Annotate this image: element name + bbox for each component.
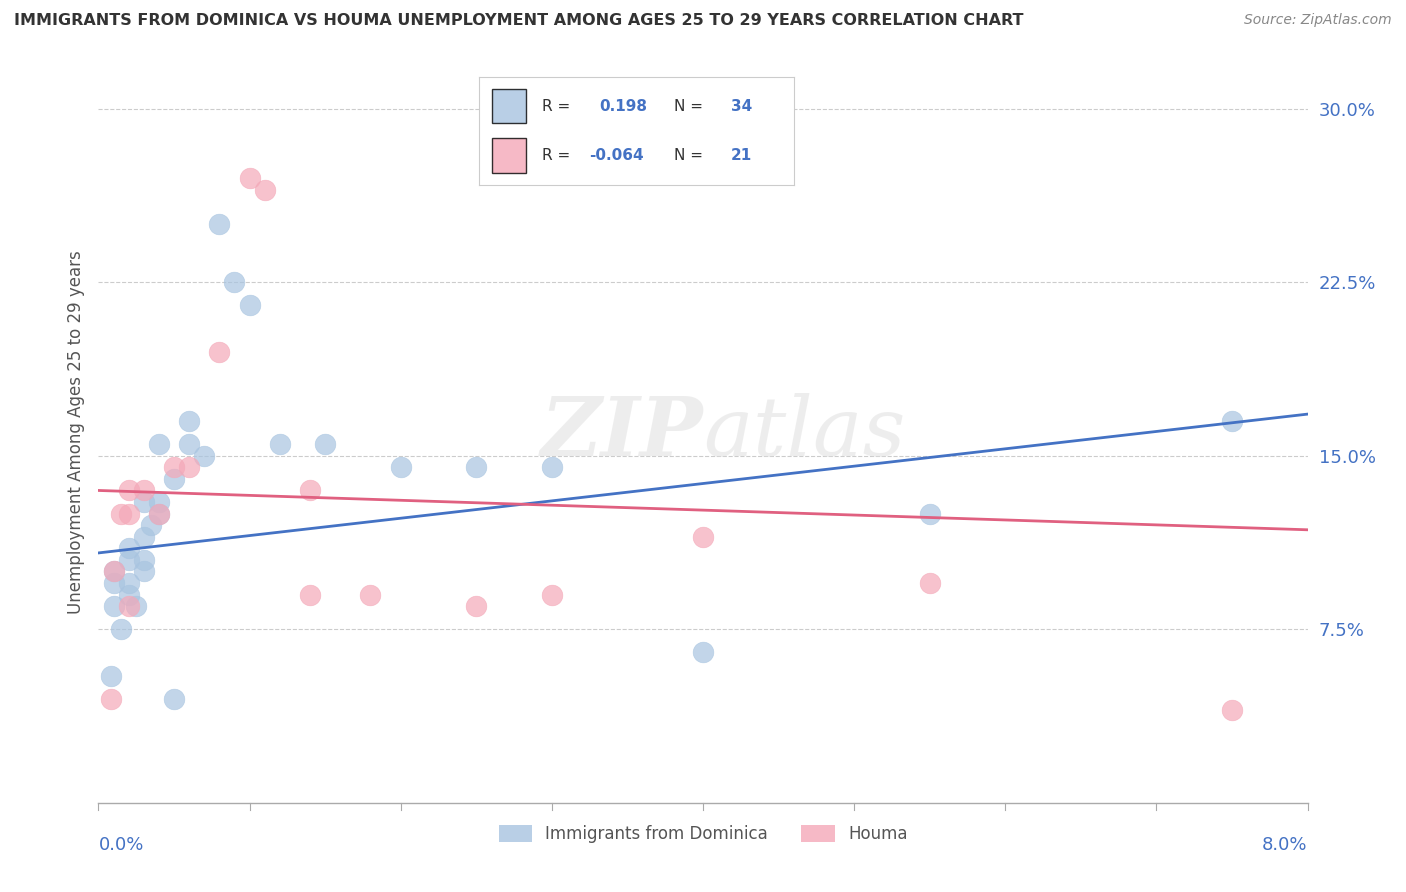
Point [269, 437, 291, 451]
Point [141, 518, 163, 533]
Point [692, 645, 714, 659]
Point [918, 576, 941, 591]
Point [118, 483, 141, 498]
Point [918, 507, 941, 521]
Point [110, 622, 132, 636]
Point [692, 530, 714, 544]
Point [118, 507, 141, 521]
Point [100, 668, 122, 682]
Point [148, 437, 170, 451]
Point [193, 449, 215, 463]
Point [148, 507, 170, 521]
Point [360, 588, 382, 602]
Point [224, 275, 246, 289]
Point [132, 530, 155, 544]
Point [132, 553, 155, 567]
Point [103, 599, 125, 614]
Point [1220, 414, 1243, 428]
Point [465, 599, 488, 614]
Legend: Immigrants from Dominica, Houma: Immigrants from Dominica, Houma [492, 819, 914, 850]
Point [103, 565, 125, 579]
Text: Source: ZipAtlas.com: Source: ZipAtlas.com [1244, 13, 1392, 28]
Point [100, 691, 122, 706]
Point [208, 344, 231, 359]
Point [179, 414, 201, 428]
Point [179, 437, 201, 451]
Text: 8.0%: 8.0% [1263, 836, 1308, 855]
Point [299, 483, 322, 498]
Point [118, 541, 141, 556]
Point [125, 599, 148, 614]
Text: ZIP: ZIP [540, 392, 703, 473]
Text: atlas: atlas [703, 392, 905, 473]
Point [132, 565, 155, 579]
Point [540, 460, 562, 475]
Point [208, 218, 231, 232]
Point [103, 565, 125, 579]
Point [299, 588, 322, 602]
Y-axis label: Unemployment Among Ages 25 to 29 years: Unemployment Among Ages 25 to 29 years [66, 251, 84, 615]
Point [132, 495, 155, 509]
Point [465, 460, 488, 475]
Point [118, 553, 141, 567]
Point [148, 495, 170, 509]
Point [148, 507, 170, 521]
Point [389, 460, 412, 475]
Point [118, 599, 141, 614]
Point [540, 588, 562, 602]
Point [103, 576, 125, 591]
Point [239, 171, 262, 186]
Point [163, 460, 186, 475]
Point [314, 437, 336, 451]
Point [118, 576, 141, 591]
Point [253, 183, 276, 197]
Point [239, 298, 262, 312]
Point [179, 460, 201, 475]
Point [110, 507, 132, 521]
Text: 0.0%: 0.0% [98, 836, 143, 855]
Text: IMMIGRANTS FROM DOMINICA VS HOUMA UNEMPLOYMENT AMONG AGES 25 TO 29 YEARS CORRELA: IMMIGRANTS FROM DOMINICA VS HOUMA UNEMPL… [14, 13, 1024, 29]
Point [163, 472, 186, 486]
Point [118, 588, 141, 602]
Point [163, 691, 186, 706]
Point [132, 483, 155, 498]
Point [1220, 703, 1243, 717]
